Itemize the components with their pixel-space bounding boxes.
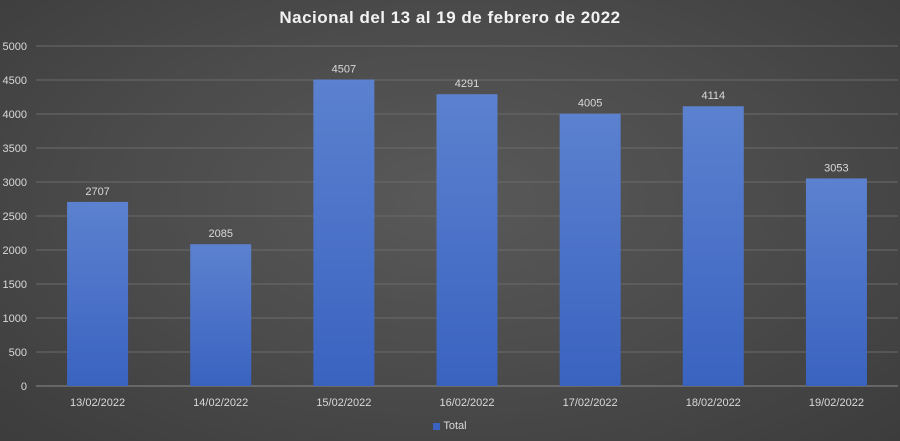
x-tick-label: 16/02/2022 xyxy=(439,397,494,409)
x-tick-label: 15/02/2022 xyxy=(316,397,371,409)
y-tick-label: 5000 xyxy=(3,41,27,53)
bar-value-label: 3053 xyxy=(824,162,848,174)
y-tick-label: 0 xyxy=(21,381,27,393)
bar-value-label: 4507 xyxy=(332,64,356,76)
x-tick-label: 13/02/2022 xyxy=(70,397,125,409)
bars xyxy=(67,79,867,387)
y-tick-label: 2000 xyxy=(3,245,27,257)
bar-value-label: 4291 xyxy=(455,78,479,90)
legend: Total xyxy=(0,420,900,432)
chart-title: Nacional del 13 al 19 de febrero de 2022 xyxy=(279,8,621,27)
y-tick-label: 4000 xyxy=(3,109,27,121)
bar xyxy=(313,79,375,387)
bar xyxy=(190,244,252,386)
x-tick-label: 14/02/2022 xyxy=(193,397,248,409)
y-tick-label: 3000 xyxy=(3,177,27,189)
y-tick-label: 500 xyxy=(9,347,27,359)
bar xyxy=(682,106,744,387)
y-tick-label: 1000 xyxy=(3,313,27,325)
x-tick-label: 18/02/2022 xyxy=(686,397,741,409)
bar-value-label: 4005 xyxy=(578,98,602,110)
legend-label-total: Total xyxy=(443,420,467,432)
bar-value-label: 4114 xyxy=(701,90,725,102)
y-axis-tick-labels: 0 500 1000 1500 2000 2500 3000 3500 4000 4500 5000 xyxy=(3,41,27,393)
bar xyxy=(559,113,621,386)
y-tick-label: 3500 xyxy=(3,143,27,155)
x-tick-label: 17/02/2022 xyxy=(563,397,618,409)
bar xyxy=(805,178,867,386)
bar xyxy=(436,94,498,386)
data-labels: 2707 2085 4507 4291 4005 4114 3053 xyxy=(85,64,848,241)
y-tick-label: 1500 xyxy=(3,279,27,291)
bar-value-label: 2707 xyxy=(85,186,109,198)
legend-swatch-total xyxy=(433,422,441,430)
y-tick-label: 4500 xyxy=(3,75,27,87)
bar-value-label: 2085 xyxy=(208,228,232,240)
x-axis-tick-labels: 13/02/2022 14/02/2022 15/02/2022 16/02/2022… xyxy=(70,397,864,409)
bar xyxy=(67,201,129,386)
x-tick-label: 19/02/2022 xyxy=(809,397,864,409)
y-tick-label: 2500 xyxy=(3,211,27,223)
